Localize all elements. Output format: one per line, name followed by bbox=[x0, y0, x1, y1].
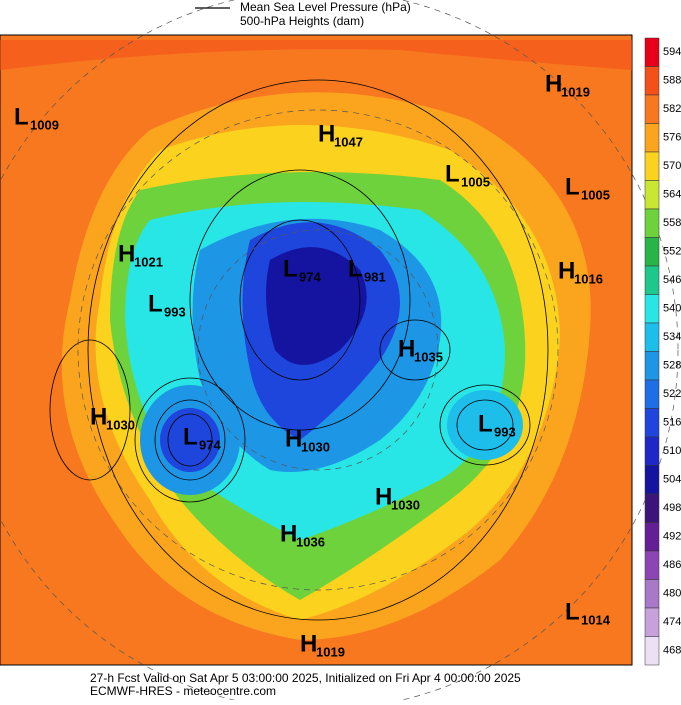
footer-text: ECMWF-HRES - meteocentre.com bbox=[90, 684, 276, 698]
colorbar-label: 522 bbox=[663, 388, 681, 400]
colorbar-label: 546 bbox=[663, 274, 681, 286]
center-letter: L bbox=[183, 423, 198, 450]
warm-band bbox=[0, 40, 632, 70]
colorbar-swatch bbox=[644, 636, 660, 666]
colorbar-label: 504 bbox=[663, 474, 681, 486]
center-pressure: 1014 bbox=[581, 612, 611, 627]
colorbar-label: 552 bbox=[663, 246, 681, 258]
colorbar-swatch bbox=[644, 123, 660, 153]
colorbar-swatch bbox=[644, 408, 660, 438]
center-pressure: 974 bbox=[299, 269, 321, 284]
colorbar-swatch bbox=[644, 151, 660, 181]
colorbar-label: 474 bbox=[663, 616, 681, 628]
contour-504 bbox=[266, 247, 367, 365]
colorbar-swatch bbox=[644, 180, 660, 210]
center-letter: L bbox=[348, 255, 363, 282]
center-letter: H bbox=[300, 630, 317, 657]
center-pressure: 1019 bbox=[561, 84, 590, 99]
center-pressure: 1035 bbox=[414, 349, 443, 364]
colorbar-label: 594 bbox=[663, 46, 681, 58]
center-letter: H bbox=[280, 520, 297, 547]
colorbar-swatch bbox=[644, 66, 660, 96]
center-letter: H bbox=[90, 403, 107, 430]
colorbar-label: 570 bbox=[663, 160, 681, 172]
colorbar-swatch bbox=[644, 351, 660, 381]
center-letter: L bbox=[148, 290, 163, 317]
colorbar-label: 576 bbox=[663, 132, 681, 144]
isobars bbox=[49, 79, 549, 621]
center-pressure: 1019 bbox=[316, 644, 345, 659]
center-pressure: 993 bbox=[494, 424, 516, 439]
colorbar-swatch bbox=[644, 379, 660, 409]
legend-label: 500-hPa Heights (dam) bbox=[240, 14, 364, 28]
center-letter: H bbox=[398, 335, 415, 362]
colorbar-label: 558 bbox=[663, 217, 681, 229]
center-letter: L bbox=[445, 160, 460, 187]
center-pressure: 974 bbox=[199, 437, 221, 452]
colorbar-label: 588 bbox=[663, 75, 681, 87]
colorbar-label: 582 bbox=[663, 103, 681, 115]
colorbar-swatch bbox=[644, 208, 660, 238]
center-letter: H bbox=[118, 240, 135, 267]
center-pressure: 1005 bbox=[461, 174, 490, 189]
colorbar-swatch bbox=[644, 322, 660, 352]
center-pressure: 1005 bbox=[581, 187, 610, 202]
colorbar-swatch bbox=[644, 294, 660, 324]
low-core-inner bbox=[160, 408, 220, 472]
colorbar-label: 486 bbox=[663, 559, 681, 571]
colorbar-swatch bbox=[644, 37, 660, 67]
center-pressure: 1030 bbox=[301, 439, 330, 454]
colorbar-swatch bbox=[644, 237, 660, 267]
colorbar-label: 510 bbox=[663, 445, 681, 457]
colorbar-label: 492 bbox=[663, 531, 681, 543]
center-pressure: 993 bbox=[164, 304, 186, 319]
colorbar: 594 588 582 576 570 564 558 552 546 540 534 528 522 5… bbox=[644, 37, 681, 666]
center-letter: H bbox=[285, 425, 302, 452]
center-letter: L bbox=[14, 103, 29, 130]
colorbar-swatch bbox=[644, 265, 660, 295]
footer-text: 27-h Fcst Valid on Sat Apr 5 03:00:00 20… bbox=[90, 671, 521, 685]
center-pressure: 1016 bbox=[574, 271, 603, 286]
colorbar-label: 564 bbox=[663, 189, 681, 201]
colorbar-swatch bbox=[644, 550, 660, 580]
colorbar-label: 540 bbox=[663, 303, 681, 315]
center-letter: H bbox=[375, 483, 392, 510]
colorbar-swatch bbox=[644, 493, 660, 523]
colorbar-swatch bbox=[644, 522, 660, 552]
center-letter: H bbox=[545, 70, 562, 97]
colorbar-swatch bbox=[644, 607, 660, 637]
center-pressure: 1036 bbox=[296, 534, 325, 549]
center-pressure: 1030 bbox=[391, 497, 420, 512]
center-letter: H bbox=[318, 120, 335, 147]
legend-label: Mean Sea Level Pressure (hPa) bbox=[240, 0, 411, 14]
center-pressure: 1009 bbox=[30, 117, 59, 132]
center-letter: L bbox=[283, 255, 298, 282]
low-core-east bbox=[447, 390, 523, 460]
center-letter: L bbox=[478, 410, 493, 437]
colorbar-label: 534 bbox=[663, 331, 681, 343]
center-letter: L bbox=[565, 598, 580, 625]
center-pressure: 1021 bbox=[134, 254, 163, 269]
center-letter: L bbox=[565, 173, 580, 200]
center-pressure: 981 bbox=[364, 269, 386, 284]
center-letter: H bbox=[558, 257, 575, 284]
colorbar-label: 528 bbox=[663, 360, 681, 372]
center-pressure: 1047 bbox=[334, 134, 363, 149]
colorbar-swatch bbox=[644, 436, 660, 466]
colorbar-swatch bbox=[644, 94, 660, 124]
colorbar-label: 468 bbox=[663, 645, 681, 657]
colorbar-label: 480 bbox=[663, 588, 681, 600]
colorbar-swatch bbox=[644, 579, 660, 609]
colorbar-label: 498 bbox=[663, 502, 681, 514]
center-pressure: 1030 bbox=[106, 417, 135, 432]
colorbar-swatch bbox=[644, 465, 660, 495]
colorbar-label: 516 bbox=[663, 417, 681, 429]
